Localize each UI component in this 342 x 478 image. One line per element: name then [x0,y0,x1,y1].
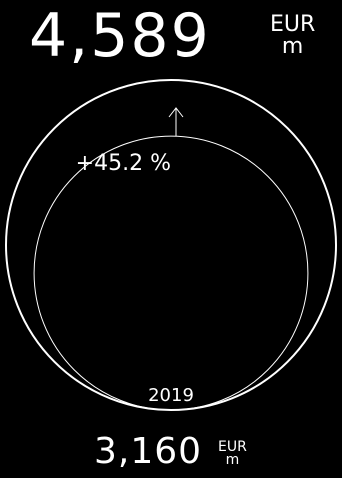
previous-unit-scale: m [225,452,240,468]
change-percentage-label: +45.2 % [76,151,171,176]
previous-value-circle [33,135,309,411]
current-value-circle [5,79,337,411]
current-value-label: 4,589 [29,1,211,71]
current-value-unit: EUR m [270,14,315,58]
growth-arrow-head-icon [168,107,184,118]
previous-value-label: 3,160 [94,431,203,472]
current-unit-scale: m [281,34,304,59]
previous-value-unit: EUR m [218,439,247,468]
previous-unit-currency: EUR [218,439,247,455]
previous-year-label: 2019 [148,385,194,406]
current-unit-currency: EUR [270,12,316,37]
